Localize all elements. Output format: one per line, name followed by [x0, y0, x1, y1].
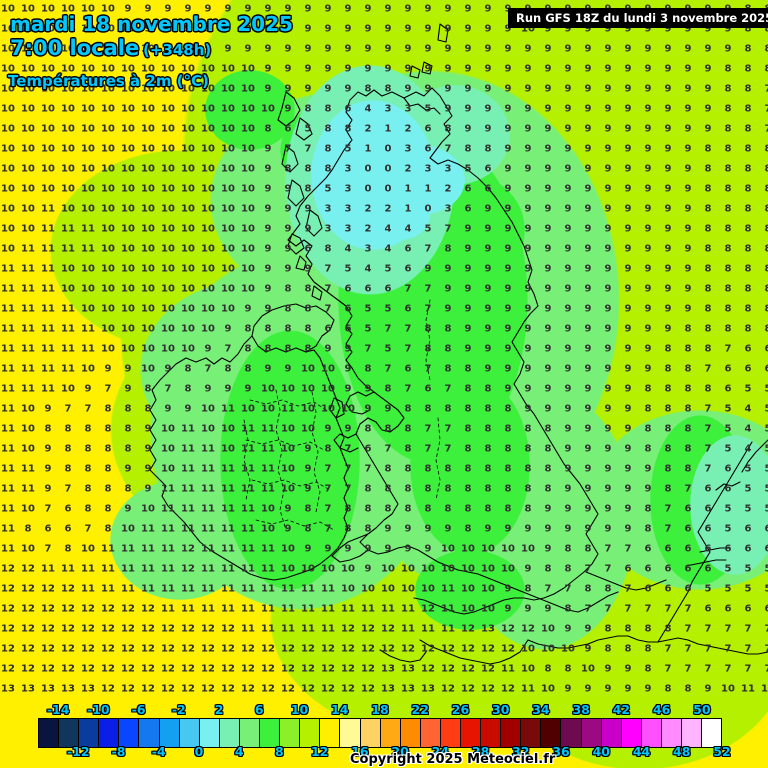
color-scale-tick-label: 0 — [194, 744, 204, 759]
parameter-label: Températures à 2m (°C) — [8, 72, 209, 90]
color-scale-swatch[interactable] — [501, 719, 522, 747]
color-scale-tick-label: -14 — [46, 702, 70, 717]
color-scale-tick-label: 6 — [254, 702, 264, 717]
color-scale-swatch[interactable] — [380, 719, 401, 747]
copyright-label: Copyright 2025 Meteociel.fr — [350, 752, 556, 767]
color-scale-swatch[interactable] — [79, 719, 100, 747]
color-scale-tick-label: 12 — [310, 744, 329, 759]
color-scale-swatch[interactable] — [280, 719, 301, 747]
color-scale-swatch[interactable] — [541, 719, 562, 747]
color-scale-swatch[interactable] — [702, 719, 722, 747]
color-scale-swatch[interactable] — [179, 719, 200, 747]
color-scale-swatch[interactable] — [239, 719, 261, 747]
forecast-lead-time-label: (+348h) — [143, 41, 212, 59]
color-scale-tick-label: 18 — [371, 702, 389, 717]
color-scale-tick-label: 2 — [214, 702, 224, 717]
color-scale-bar[interactable] — [38, 718, 722, 748]
color-scale-tick-label: 26 — [451, 702, 470, 717]
color-scale-tick-label: 44 — [632, 744, 651, 759]
color-scale-tick-label: -8 — [111, 744, 126, 759]
color-scale-tick-label: 36 — [552, 744, 570, 759]
color-scale-tick-label: 16 — [351, 744, 369, 759]
color-scale-swatch[interactable] — [521, 719, 542, 747]
color-scale-tick-label: -12 — [66, 744, 90, 759]
forecast-date-label: mardi 18 novembre 2025 — [10, 12, 293, 36]
color-scale-tick-label: -6 — [131, 702, 146, 717]
color-scale-tick-label: 52 — [713, 744, 731, 759]
color-scale-tick-label: 10 — [290, 702, 309, 717]
color-scale-swatch[interactable] — [561, 719, 582, 747]
color-scale-swatch[interactable] — [260, 719, 281, 747]
color-scale-swatch[interactable] — [460, 719, 482, 747]
color-scale-swatch[interactable] — [481, 719, 502, 747]
color-scale-swatch[interactable] — [440, 719, 461, 747]
color-scale-swatch[interactable] — [682, 719, 703, 747]
color-scale-tick-label: -2 — [171, 702, 186, 717]
color-scale-swatch[interactable] — [39, 719, 60, 747]
color-scale-swatch[interactable] — [661, 719, 682, 747]
color-scale-swatch[interactable] — [59, 719, 80, 747]
color-scale-tick-label: 46 — [652, 702, 671, 717]
color-scale-swatch[interactable] — [420, 719, 441, 747]
color-scale-tick-label: 20 — [391, 744, 409, 759]
color-scale-swatch[interactable] — [199, 719, 220, 747]
color-scale-tick-label: 34 — [532, 702, 550, 717]
color-scale-tick-label: 24 — [431, 744, 450, 759]
color-scale-tick-label: 42 — [612, 702, 631, 717]
color-scale-tick-label: 8 — [275, 744, 284, 759]
color-scale-swatch[interactable] — [300, 719, 321, 747]
color-scale-tick-label: 30 — [492, 702, 510, 717]
color-scale-tick-label: 22 — [411, 702, 429, 717]
color-scale-tick-label: 50 — [693, 702, 711, 717]
color-scale-swatch[interactable] — [641, 719, 662, 747]
color-scale-swatch[interactable] — [621, 719, 642, 747]
color-scale-swatch[interactable] — [400, 719, 421, 747]
color-scale-swatch[interactable] — [360, 719, 381, 747]
model-run-banner: Run GFS 18Z du lundi 3 novembre 2025 — [508, 8, 768, 28]
color-scale-tick-label: 32 — [512, 744, 530, 759]
color-scale-swatch[interactable] — [581, 719, 602, 747]
model-run-label: Run GFS 18Z du lundi 3 novembre 2025 — [516, 11, 768, 25]
color-scale-tick-label: 4 — [234, 744, 244, 759]
color-scale-swatch[interactable] — [159, 719, 180, 747]
forecast-time-label: 7:00 locale — [10, 36, 140, 60]
color-scale-tick-label: 28 — [471, 744, 490, 759]
color-scale-swatch[interactable] — [139, 719, 160, 747]
color-scale-tick-label: -4 — [151, 744, 166, 759]
color-scale-swatch[interactable] — [119, 719, 140, 747]
color-scale-swatch[interactable] — [320, 719, 341, 747]
color-scale-tick-label: 40 — [592, 744, 610, 759]
color-scale-swatch[interactable] — [219, 719, 240, 747]
color-scale-tick-label: 48 — [673, 744, 691, 759]
color-scale-tick-label: 38 — [572, 702, 590, 717]
color-scale-swatch[interactable] — [340, 719, 361, 747]
color-scale-swatch[interactable] — [99, 719, 120, 747]
color-scale-swatch[interactable] — [601, 719, 622, 747]
color-scale-tick-label: 14 — [331, 702, 349, 717]
color-scale-tick-label: -10 — [87, 702, 110, 717]
